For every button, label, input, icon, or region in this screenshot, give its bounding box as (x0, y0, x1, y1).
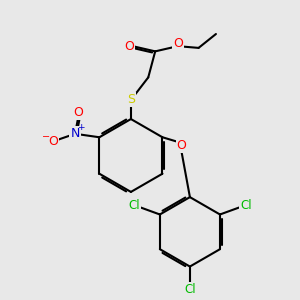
Text: +: + (77, 123, 85, 132)
Text: S: S (127, 94, 135, 106)
Text: Cl: Cl (128, 199, 140, 212)
Text: Cl: Cl (240, 199, 252, 212)
Text: O: O (48, 135, 58, 148)
Text: O: O (124, 40, 134, 53)
Text: −: − (42, 132, 50, 142)
Text: Cl: Cl (184, 283, 196, 296)
Text: O: O (173, 37, 183, 50)
Text: O: O (74, 106, 83, 119)
Text: O: O (177, 139, 187, 152)
Text: N: N (70, 127, 80, 140)
